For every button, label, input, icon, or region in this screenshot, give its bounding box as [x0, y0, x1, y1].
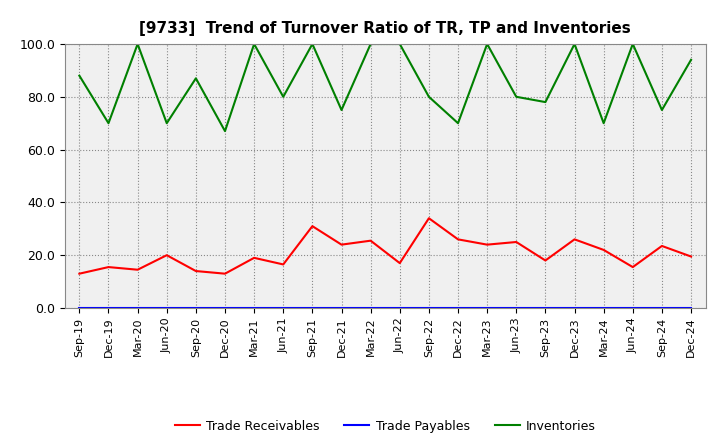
Inventories [395, 41, 404, 47]
Trade Receivables [337, 242, 346, 247]
Inventories [512, 94, 521, 99]
Trade Receivables [629, 264, 637, 270]
Trade Receivables [133, 267, 142, 272]
Trade Receivables [220, 271, 229, 276]
Trade Receivables [599, 247, 608, 253]
Trade Receivables [512, 239, 521, 245]
Trade Receivables [454, 237, 462, 242]
Inventories [629, 41, 637, 47]
Inventories [163, 121, 171, 126]
Trade Receivables [425, 216, 433, 221]
Trade Receivables [163, 253, 171, 258]
Inventories [366, 41, 375, 47]
Inventories [425, 94, 433, 99]
Line: Trade Receivables: Trade Receivables [79, 218, 691, 274]
Trade Receivables [250, 255, 258, 260]
Trade Receivables [192, 268, 200, 274]
Trade Receivables [395, 260, 404, 266]
Inventories [337, 107, 346, 113]
Trade Receivables [570, 237, 579, 242]
Inventories [308, 41, 317, 47]
Inventories [483, 41, 492, 47]
Trade Receivables [366, 238, 375, 243]
Trade Receivables [687, 254, 696, 259]
Inventories [687, 57, 696, 62]
Trade Receivables [104, 264, 113, 270]
Inventories [220, 128, 229, 134]
Inventories [570, 41, 579, 47]
Trade Receivables [279, 262, 287, 267]
Trade Receivables [308, 224, 317, 229]
Line: Inventories: Inventories [79, 44, 691, 131]
Inventories [279, 94, 287, 99]
Trade Receivables [541, 258, 550, 263]
Inventories [133, 41, 142, 47]
Inventories [599, 121, 608, 126]
Inventories [541, 99, 550, 105]
Inventories [192, 76, 200, 81]
Inventories [75, 73, 84, 78]
Inventories [657, 107, 666, 113]
Trade Receivables [483, 242, 492, 247]
Inventories [104, 121, 113, 126]
Trade Receivables [75, 271, 84, 276]
Trade Receivables [657, 243, 666, 249]
Inventories [250, 41, 258, 47]
Title: [9733]  Trend of Turnover Ratio of TR, TP and Inventories: [9733] Trend of Turnover Ratio of TR, TP… [140, 21, 631, 36]
Legend: Trade Receivables, Trade Payables, Inventories: Trade Receivables, Trade Payables, Inven… [170, 414, 600, 437]
Inventories [454, 121, 462, 126]
